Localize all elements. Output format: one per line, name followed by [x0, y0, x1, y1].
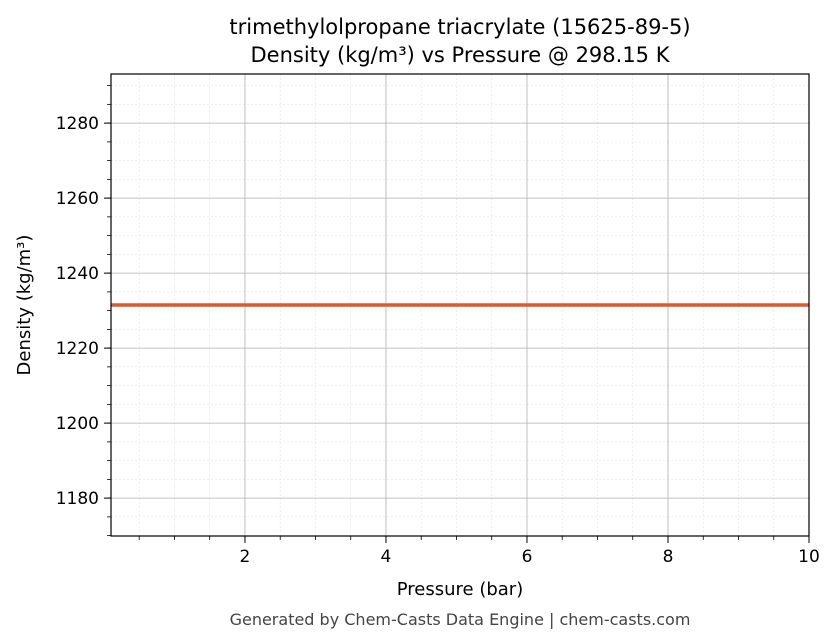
footer-credit: Generated by Chem-Casts Data Engine | ch…: [230, 610, 691, 629]
plot-frame: [110, 73, 810, 537]
y-tick-label: 1280: [56, 114, 99, 134]
x-tick-label: 4: [381, 547, 392, 567]
x-tick-label: 2: [240, 547, 251, 567]
x-axis-label: Pressure (bar): [397, 579, 523, 600]
chart-title: trimethylolpropane triacrylate (15625-89…: [229, 15, 690, 39]
x-tick-label: 6: [522, 547, 533, 567]
y-tick-label: 1200: [56, 414, 99, 434]
y-tick-label: 1240: [56, 264, 99, 284]
x-tick-label: 10: [798, 547, 820, 567]
y-tick-label: 1220: [56, 339, 99, 359]
chart-subtitle: Density (kg/m³) vs Pressure @ 298.15 K: [250, 43, 670, 67]
y-tick-label: 1180: [56, 489, 99, 509]
x-tick-label: 8: [663, 547, 674, 567]
y-axis-label: Density (kg/m³): [14, 235, 35, 376]
y-tick-label: 1260: [56, 189, 99, 209]
